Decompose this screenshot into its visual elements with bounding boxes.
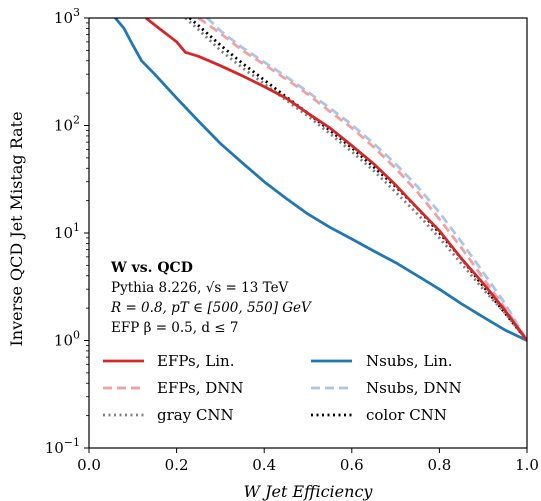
y-tick-label: 103: [54, 6, 80, 27]
legend: EFPs, Lin. Nsubs, Lin. EFPs, DNN Nsubs, DNN…: [103, 352, 462, 424]
x-tick-label: 0.8: [427, 456, 451, 474]
plot-lines: [114, 18, 527, 342]
series-line-nsubs-dnn: [206, 18, 527, 342]
y-tick-label: 100: [54, 329, 80, 350]
annotation-line-2: R = 0.8, pT ∈ [500, 550] GeV: [110, 300, 312, 316]
series-line-efps-dnn: [197, 18, 527, 342]
ticks: 0.0 0.2 0.4 0.6 0.8 1.0 10−1 100 101 102 103: [45, 6, 539, 474]
annotation-line-3: EFP β = 0.5, d ≤ 7: [111, 320, 238, 336]
x-tick-label: 0.6: [340, 456, 364, 474]
series-line-efps-lin: [145, 18, 527, 342]
y-tick-label: 10−1: [45, 436, 80, 457]
legend-label: EFPs, Lin.: [157, 352, 234, 370]
legend-label: Nsubs, Lin.: [366, 352, 453, 370]
annotation-block: W vs. QCD Pythia 8.226, √s = 13 TeV R = …: [110, 260, 312, 336]
annotation-title: W vs. QCD: [110, 260, 193, 276]
legend-label: color CNN: [366, 406, 447, 424]
x-tick-label: 0.0: [77, 456, 101, 474]
y-axis-label: Inverse QCD Jet Mistag Rate: [7, 111, 26, 346]
legend-label: gray CNN: [157, 406, 234, 424]
y-tick-label: 101: [54, 221, 80, 242]
x-tick-label: 0.4: [252, 456, 276, 474]
legend-label: Nsubs, DNN: [366, 379, 462, 397]
series-line-nsubs-lin: [114, 18, 527, 342]
x-tick-label: 1.0: [515, 456, 539, 474]
series-line-gray-cnn: [184, 18, 527, 342]
y-tick-label: 102: [54, 114, 80, 135]
x-axis-label: W Jet Efficiency: [244, 482, 374, 501]
x-tick-label: 0.2: [165, 456, 189, 474]
annotation-line-1: Pythia 8.226, √s = 13 TeV: [111, 280, 289, 296]
legend-label: EFPs, DNN: [157, 379, 244, 397]
